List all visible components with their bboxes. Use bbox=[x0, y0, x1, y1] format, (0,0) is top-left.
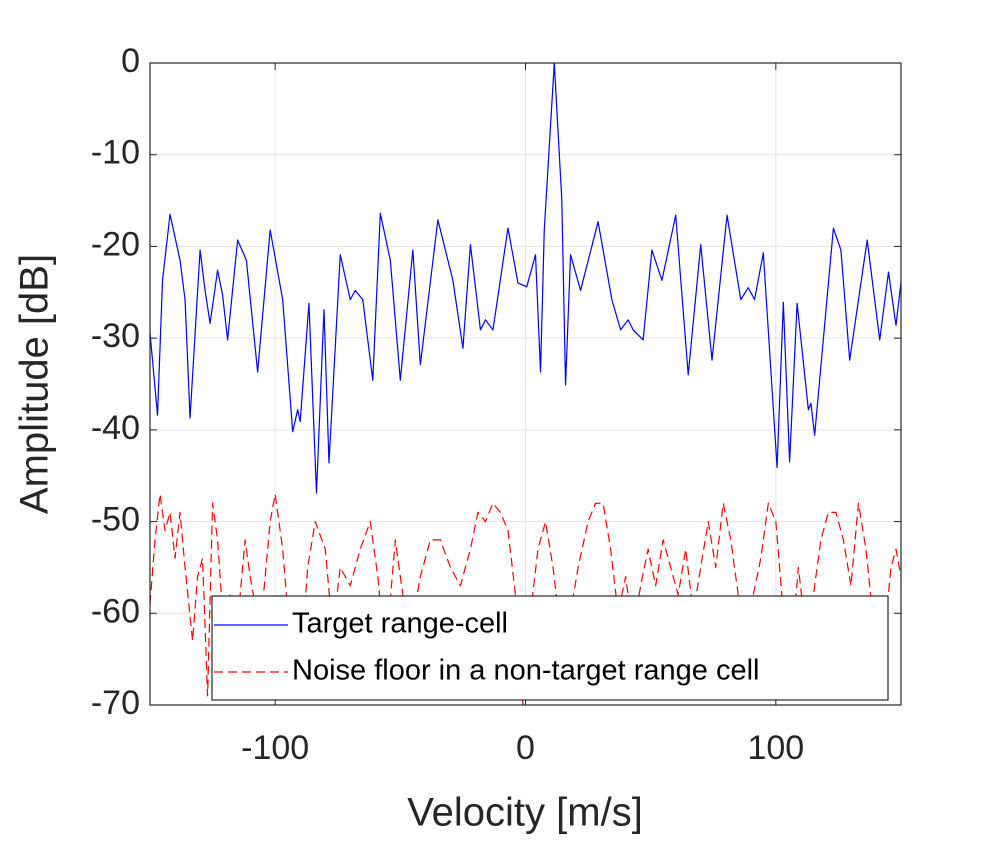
y-tick-label: 0 bbox=[121, 42, 140, 80]
lines bbox=[150, 63, 901, 705]
ticks: -100 0 100-70-60-50-40-30-20-100 bbox=[91, 42, 901, 767]
legend-label: Noise floor in a non-target range cell bbox=[292, 655, 759, 687]
legend-label: Target range-cell bbox=[292, 608, 508, 640]
x-tick-label: 0 bbox=[516, 729, 535, 767]
series-line bbox=[150, 493, 901, 705]
x-axis-label: Velocity [m/s] bbox=[407, 791, 643, 835]
legend: Target range-cell Noise floor in a non-ta… bbox=[211, 595, 889, 701]
y-tick-label: -60 bbox=[91, 592, 140, 630]
x-tick-label: 100 bbox=[747, 729, 804, 767]
series-line bbox=[150, 63, 901, 494]
y-axis-label: Amplitude [dB] bbox=[13, 254, 57, 514]
y-tick-label: -30 bbox=[91, 317, 140, 355]
x-tick-label: -100 bbox=[241, 729, 309, 767]
legend-box bbox=[211, 595, 889, 701]
y-tick-label: -20 bbox=[91, 225, 140, 263]
y-tick-label: -70 bbox=[91, 684, 140, 722]
y-tick-label: -40 bbox=[91, 409, 140, 447]
y-tick-label: -50 bbox=[91, 501, 140, 539]
y-tick-label: -10 bbox=[91, 134, 140, 172]
